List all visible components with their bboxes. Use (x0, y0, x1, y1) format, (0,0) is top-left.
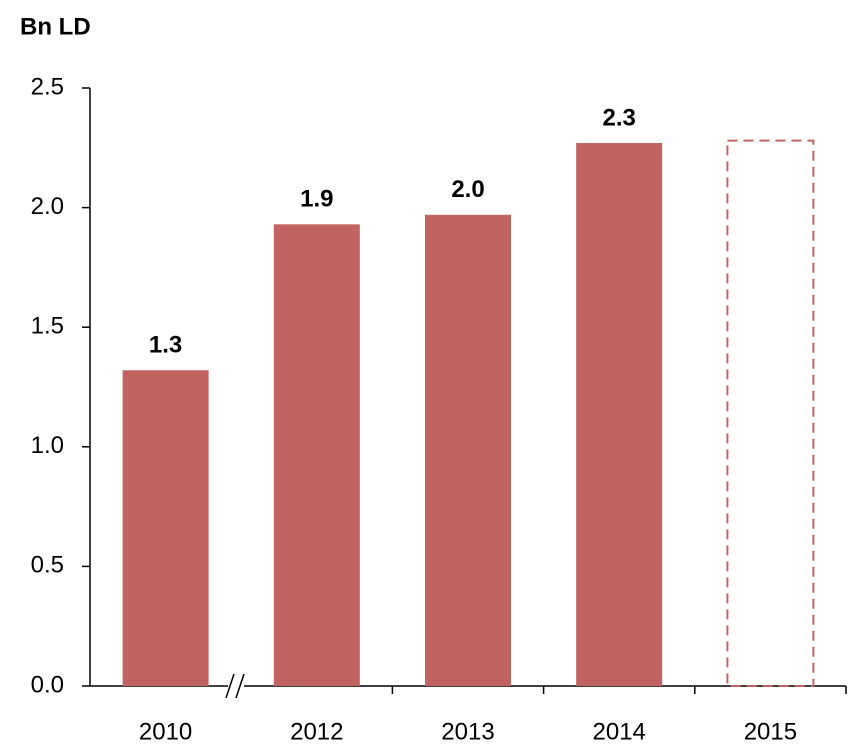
break-slash (225, 673, 235, 699)
bar (576, 143, 663, 687)
y-tick-label: 0.5 (31, 552, 64, 579)
bar (122, 370, 209, 686)
x-tick-label: 2014 (593, 718, 646, 745)
break-slash (235, 673, 245, 699)
y-tick-label: 2.5 (31, 73, 64, 100)
bar (726, 139, 815, 687)
y-tick-label: 1.0 (31, 432, 64, 459)
y-tick-label: 1.5 (31, 313, 64, 340)
y-tick-label: 2.0 (31, 193, 64, 220)
y-tick-label: 0.0 (31, 671, 64, 698)
value-label: 2.3 (603, 104, 636, 131)
value-label: 1.3 (149, 332, 182, 359)
axis-break (225, 673, 245, 699)
value-label: 1.9 (300, 186, 333, 213)
chart-title: Bn LD (20, 13, 91, 40)
x-tick-label: 2013 (441, 718, 494, 745)
value-label: 2.0 (451, 176, 484, 203)
x-tick-label: 2012 (290, 718, 343, 745)
bar (425, 214, 511, 686)
x-tick-label: 2010 (139, 718, 192, 745)
x-tick-label: 2015 (744, 718, 797, 745)
bar (273, 224, 360, 686)
